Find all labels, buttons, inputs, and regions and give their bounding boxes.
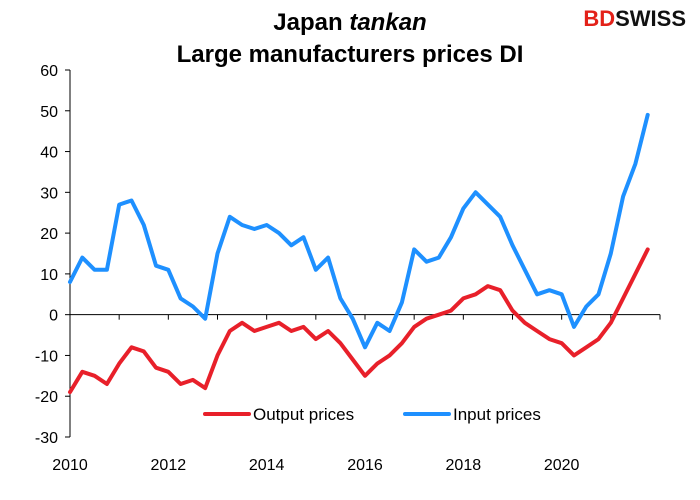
x-tick-label: 2012 <box>151 457 187 474</box>
chart-title-line2: Large manufacturers prices DI <box>176 41 524 68</box>
x-tick-label: 2014 <box>249 457 285 474</box>
series-line-input-prices <box>68 112 650 350</box>
y-tick-label: 0 <box>49 308 58 325</box>
logo-bd: BD <box>583 6 616 31</box>
x-tick-label: 2016 <box>347 457 383 474</box>
legend-label: Input prices <box>453 405 541 424</box>
y-tick-label: 50 <box>40 104 58 121</box>
title-country: Japan <box>273 9 343 36</box>
y-tick-label: -30 <box>35 430 58 447</box>
y-tick-label: 10 <box>40 267 58 284</box>
legend: Output prices Input prices <box>203 405 541 424</box>
y-tick-label: 20 <box>40 226 58 243</box>
y-tick-label: -20 <box>35 389 58 406</box>
y-tick-label: 60 <box>40 63 58 80</box>
series-layer <box>68 112 650 395</box>
y-tick-label: 30 <box>40 185 58 202</box>
logo-swiss: SWISS <box>615 6 686 31</box>
title-survey: tankan <box>349 9 427 36</box>
x-tick-label: 2018 <box>446 457 482 474</box>
x-tick-label: 2010 <box>52 457 88 474</box>
legend-label: Output prices <box>253 405 354 424</box>
bdswiss-logo: BDSWISS <box>583 6 686 32</box>
axes: -30 -20 -10 0 10 20 30 40 50 60 2010 2012 2014 2016 20… <box>35 63 661 474</box>
chart-title-line1: Japan tankan <box>0 8 700 38</box>
y-tick-label: -10 <box>35 348 58 365</box>
series-line-output-prices <box>68 247 650 395</box>
y-tick-label: 40 <box>40 145 58 162</box>
x-tick-label: 2020 <box>544 457 580 474</box>
